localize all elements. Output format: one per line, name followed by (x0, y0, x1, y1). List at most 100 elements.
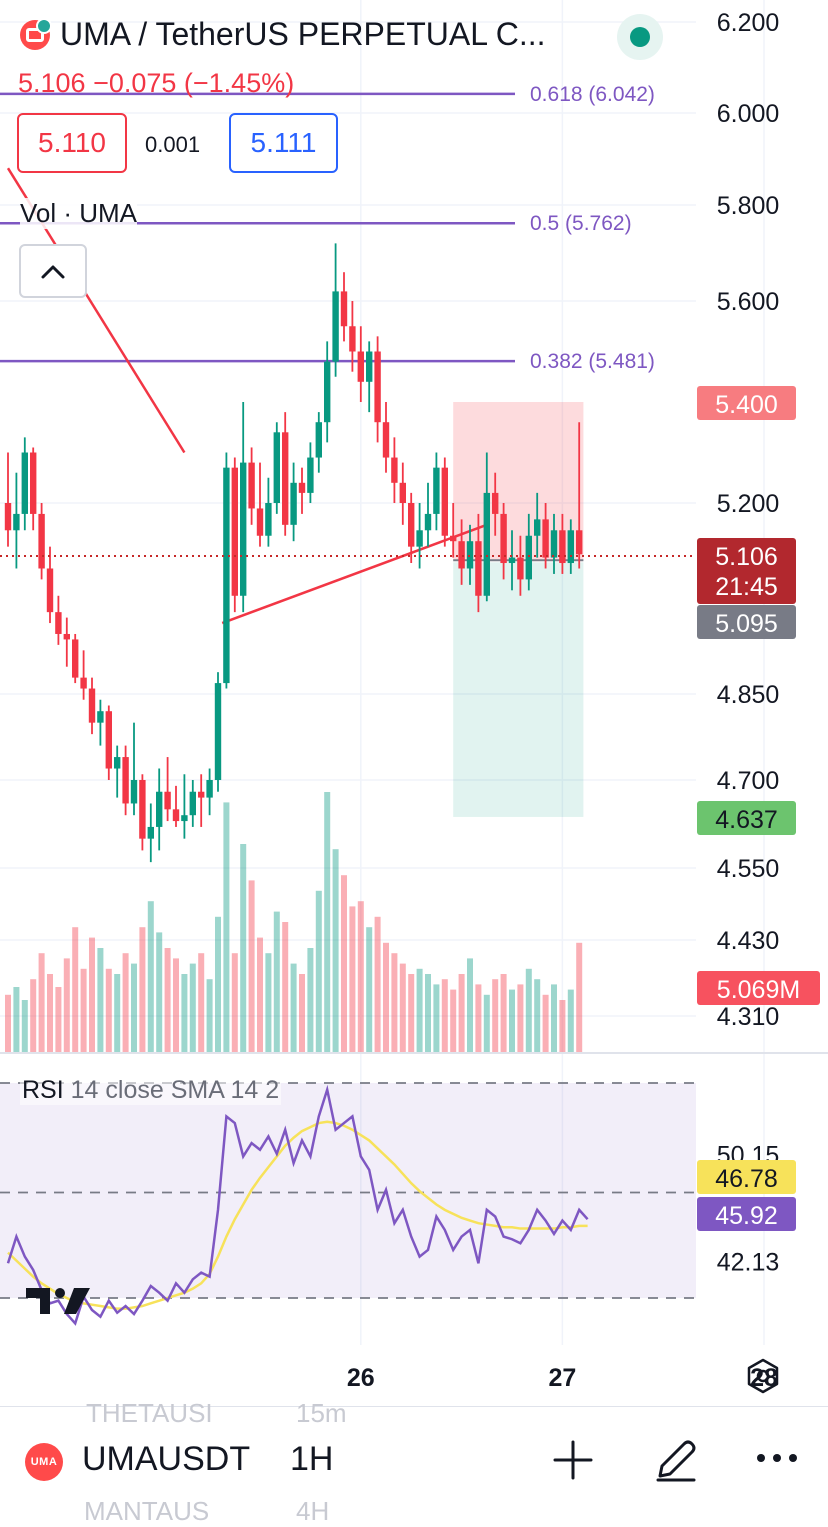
volume-bar (198, 953, 205, 1052)
candle-body (357, 351, 364, 382)
candle-body (424, 513, 432, 531)
fib-retracement[interactable]: 0.618 (6.042) 0.5 (5.762) 0.382 (5.481) (0, 83, 655, 373)
candle-body (38, 513, 45, 569)
candle-body (172, 809, 180, 822)
candle-body (30, 452, 37, 514)
uma-logo-icon (20, 17, 52, 50)
ghost-timeframe-below: 4H (296, 1496, 330, 1526)
volume-bar (282, 922, 289, 1052)
volume-bar (156, 932, 163, 1052)
long-position-tool[interactable] (453, 402, 584, 817)
y-axis[interactable]: 6.200 6.000 5.800 5.600 5.200 4.850 4.700 4.550… (717, 9, 780, 1277)
rsi-ma-value-badge-bg (697, 1160, 796, 1194)
chart-settings-icon[interactable] (745, 1358, 781, 1394)
rsi-pane[interactable] (0, 1082, 696, 1326)
volume-bar (307, 948, 314, 1052)
volume-bar (441, 979, 448, 1052)
volume-bar (341, 875, 347, 1052)
y-axis-tick-label: 5.800 (717, 192, 780, 220)
volume-bar (265, 953, 272, 1052)
candle-body (114, 757, 121, 769)
volume-bar (63, 958, 70, 1052)
candle-body (164, 791, 171, 810)
candle-body (206, 780, 213, 798)
candle-body (500, 513, 507, 564)
candle-body (349, 326, 356, 352)
volume-bar (97, 948, 104, 1052)
collapse-legend-button[interactable] (19, 244, 87, 298)
symbol-logo-icon: UMA (25, 1443, 63, 1481)
rsi-legend[interactable]: RSI 14 close SMA 14 2 (20, 1076, 282, 1105)
volume-bar (13, 987, 20, 1052)
volume-bar (391, 953, 398, 1052)
candle-body (214, 683, 222, 780)
volume-bar (509, 989, 515, 1052)
volume-bar (433, 984, 440, 1052)
volume-bar (122, 953, 129, 1052)
stop-price-badge-bg (697, 801, 796, 835)
target-price-badge-bg (697, 386, 796, 420)
trendline (221, 523, 488, 625)
candle-body (382, 422, 390, 458)
candle-body (55, 612, 62, 634)
candle-body (475, 541, 482, 596)
symbol-title[interactable]: UMA / TetherUS PERPETUAL C... (60, 16, 546, 52)
volume-bar (206, 979, 213, 1052)
volume-bar (38, 953, 45, 1052)
volume-bar (80, 968, 87, 1052)
symbol-selector[interactable]: UMAUSDT (82, 1440, 251, 1478)
fib-level-label: 0.382 (5.481) (530, 350, 655, 373)
candle-body (492, 492, 499, 514)
volume-bar (240, 844, 247, 1052)
candle-body (88, 688, 96, 723)
trendlines[interactable] (6, 167, 488, 625)
candle-body (198, 791, 205, 798)
add-plus-icon[interactable] (551, 1438, 595, 1482)
candle-body (147, 826, 154, 839)
candle-body (307, 457, 314, 493)
y-axis-tick-label: 4.550 (717, 855, 780, 883)
candles (4, 243, 583, 863)
timeframe-selector[interactable]: 1H (290, 1440, 334, 1478)
ghost-symbol-above: THETAUSI (86, 1398, 213, 1428)
drawing-tools-pen-icon[interactable] (652, 1436, 700, 1484)
volume-value-badge-bg (697, 971, 820, 1005)
candle-body (517, 557, 524, 580)
candle-body (433, 467, 440, 514)
candle-body (240, 462, 247, 596)
y-axis-tick-label: 5.200 (717, 490, 780, 518)
volume-bar (450, 989, 457, 1052)
symbol-header[interactable]: UMA / TetherUS PERPETUAL C... (20, 16, 545, 53)
more-options-icon[interactable] (755, 1448, 799, 1468)
x-axis: 26 27 28 (347, 1364, 778, 1392)
volume-bar (131, 963, 137, 1052)
candle-body (80, 677, 87, 689)
candle-body (332, 291, 339, 362)
volume-bar (173, 958, 179, 1052)
candle-body (466, 541, 474, 569)
candle-body (458, 541, 465, 569)
volume-legend[interactable]: Vol · UMA (20, 198, 138, 229)
candle-body (559, 530, 566, 564)
ghost-timeframe-above: 15m (296, 1398, 347, 1428)
candle-body (576, 530, 583, 555)
buy-button[interactable]: 5.111 (229, 113, 338, 173)
candle-body (248, 462, 255, 509)
volume-bar (215, 916, 221, 1052)
candle-body (97, 711, 104, 723)
candle-body (508, 557, 516, 564)
market-open-status-icon[interactable] (617, 14, 663, 60)
volume-bar (72, 927, 79, 1052)
volume-bar (55, 987, 62, 1052)
candle-body (256, 508, 264, 536)
tradingview-logo-icon (26, 1288, 90, 1314)
volume-bar (416, 968, 423, 1052)
volume-bar (500, 974, 507, 1052)
sell-button[interactable]: 5.110 (17, 113, 127, 173)
spread-value: 0.001 (145, 132, 201, 157)
candle-body (298, 482, 306, 493)
candle-body (450, 535, 457, 542)
candle-body (189, 791, 196, 816)
fib-level-label: 0.5 (5.762) (530, 212, 632, 235)
